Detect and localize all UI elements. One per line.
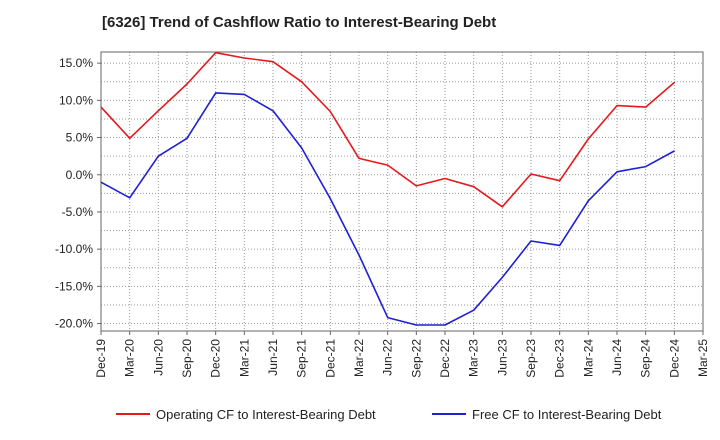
data-point <box>616 171 618 173</box>
data-point <box>673 81 675 84</box>
x-tick-label: Jun-22 <box>381 339 395 376</box>
data-point <box>444 324 446 326</box>
data-point <box>243 57 245 59</box>
y-tick-label: 0.0% <box>66 168 94 182</box>
x-tick-label: Sep-24 <box>639 339 653 378</box>
data-point <box>301 81 303 83</box>
data-point <box>186 83 188 85</box>
x-tick-label: Dec-20 <box>209 339 223 378</box>
data-point <box>501 276 503 279</box>
x-tick-label: Dec-21 <box>323 339 337 378</box>
data-point <box>157 110 159 112</box>
data-point <box>415 324 417 326</box>
legend-label: Operating CF to Interest-Bearing Debt <box>156 407 376 422</box>
y-tick-label: -5.0% <box>62 205 94 219</box>
data-point <box>358 157 360 159</box>
data-point <box>587 200 589 202</box>
x-tick-label: Dec-24 <box>667 339 681 378</box>
data-point <box>272 110 274 112</box>
y-tick-label: 5.0% <box>66 131 94 145</box>
data-point <box>673 150 675 152</box>
data-point <box>530 240 532 242</box>
x-tick-label: Sep-20 <box>180 339 194 378</box>
x-tick-label: Mar-20 <box>123 339 137 377</box>
data-point <box>559 244 561 247</box>
y-tick-label: 10.0% <box>59 93 93 107</box>
data-point <box>444 177 446 180</box>
x-tick-label: Dec-23 <box>553 339 567 378</box>
x-tick-label: Mar-22 <box>352 339 366 377</box>
x-tick-label: Mar-21 <box>237 339 251 377</box>
data-point <box>215 92 217 94</box>
x-tick-label: Sep-22 <box>409 339 423 378</box>
data-point <box>157 155 159 157</box>
x-tick-label: Sep-21 <box>295 339 309 378</box>
data-point <box>243 93 245 96</box>
x-tick-label: Mar-25 <box>696 339 710 377</box>
data-point <box>215 52 217 54</box>
plot-area <box>101 52 703 331</box>
data-point <box>301 147 303 149</box>
data-point <box>645 165 647 168</box>
data-point <box>272 61 274 63</box>
data-point <box>587 138 589 140</box>
y-tick-label: -10.0% <box>55 242 93 256</box>
x-tick-label: Jun-24 <box>610 339 624 376</box>
data-point <box>616 104 618 107</box>
x-tick-label: Jun-21 <box>266 339 280 376</box>
data-point <box>129 137 131 139</box>
x-tick-label: Mar-24 <box>581 339 595 377</box>
data-point <box>530 173 532 175</box>
x-tick-label: Jun-23 <box>495 339 509 376</box>
x-tick-label: Dec-19 <box>94 339 108 378</box>
x-tick-label: Sep-23 <box>524 339 538 378</box>
data-point <box>473 309 475 311</box>
data-point <box>329 197 331 200</box>
chart-title: [6326] Trend of Cashflow Ratio to Intere… <box>102 14 497 31</box>
data-point <box>186 137 188 139</box>
data-point <box>129 197 131 199</box>
data-point <box>358 254 360 256</box>
x-tick-label: Jun-20 <box>151 339 165 376</box>
data-point <box>559 180 561 182</box>
y-tick-label: 15.0% <box>59 56 93 70</box>
x-tick-label: Mar-23 <box>467 339 481 377</box>
legend-label: Free CF to Interest-Bearing Debt <box>472 407 662 422</box>
x-tick-label: Dec-22 <box>438 339 452 378</box>
plot-frame <box>100 51 704 332</box>
data-point <box>387 164 389 166</box>
y-tick-label: -20.0% <box>55 317 93 331</box>
y-tick-label: -15.0% <box>55 279 93 293</box>
data-point <box>329 110 331 113</box>
data-point <box>415 185 417 187</box>
data-point <box>100 106 102 108</box>
data-point <box>100 181 102 183</box>
data-point <box>387 317 389 319</box>
data-point <box>501 206 503 208</box>
data-point <box>473 186 475 188</box>
data-point <box>645 106 647 108</box>
